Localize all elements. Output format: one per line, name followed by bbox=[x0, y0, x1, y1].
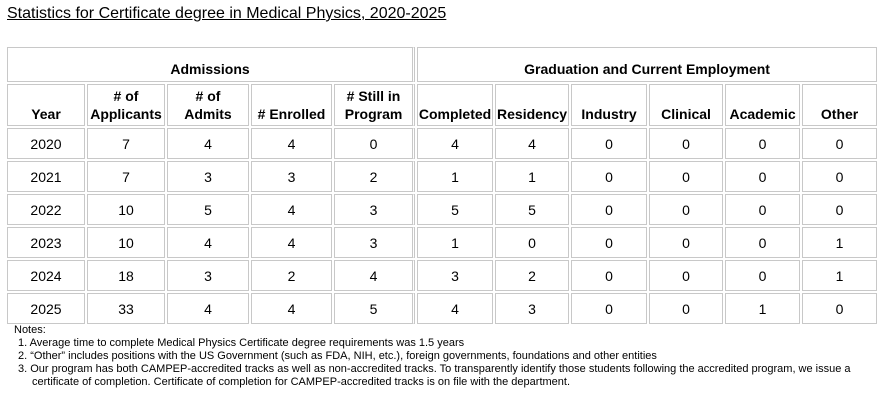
table-cell: 4 bbox=[251, 128, 332, 159]
table-cell: 1 bbox=[417, 161, 494, 192]
table-cell: 3 bbox=[417, 260, 494, 291]
table-cell: 2020 bbox=[7, 128, 85, 159]
table-cell: 5 bbox=[334, 293, 416, 324]
column-header: Completed bbox=[417, 84, 494, 126]
table-cell: 0 bbox=[649, 161, 724, 192]
table-head: Admissions Graduation and Current Employm… bbox=[7, 47, 878, 126]
table-cell: 0 bbox=[649, 260, 724, 291]
table-cell: 4 bbox=[495, 128, 570, 159]
table-cell: 2022 bbox=[7, 194, 85, 225]
table-cell: 3 bbox=[167, 260, 249, 291]
page-title: Statistics for Certificate degree in Med… bbox=[7, 5, 447, 22]
table-cell: 2024 bbox=[7, 260, 85, 291]
table-cell: 0 bbox=[649, 194, 724, 225]
table-cell: 0 bbox=[334, 128, 416, 159]
stats-table: Admissions Graduation and Current Employm… bbox=[5, 45, 879, 326]
table-cell: 3 bbox=[251, 161, 332, 192]
table-cell: 4 bbox=[251, 227, 332, 258]
table-cell: 0 bbox=[802, 194, 878, 225]
table-cell: 7 bbox=[87, 161, 165, 192]
notes-heading: Notes: bbox=[14, 324, 46, 336]
table-cell: 1 bbox=[802, 260, 878, 291]
table-cell: 0 bbox=[571, 128, 648, 159]
table-body: 2020 7 4 4 0 4 4 0 0 0 0 2021 7 3 3 2 1 1 0 0 0 0 2022 10 5 4 3 5 5 0… bbox=[7, 128, 878, 324]
column-header: Industry bbox=[571, 84, 648, 126]
table-cell: 3 bbox=[334, 194, 416, 225]
table-cell: 3 bbox=[334, 227, 416, 258]
table-row: 2022 10 5 4 3 5 5 0 0 0 0 bbox=[7, 194, 878, 225]
table-cell: 4 bbox=[417, 128, 494, 159]
table-cell: 4 bbox=[251, 293, 332, 324]
table-row: 2025 33 4 4 5 4 3 0 0 1 0 bbox=[7, 293, 878, 324]
column-header: # Enrolled bbox=[251, 84, 332, 126]
column-header: Clinical bbox=[649, 84, 724, 126]
table-cell: 5 bbox=[167, 194, 249, 225]
table-cell: 2023 bbox=[7, 227, 85, 258]
column-header: Other bbox=[802, 84, 878, 126]
table-cell: 0 bbox=[495, 227, 570, 258]
column-header-row: Year # of Applicants # of Admits # Enrolled… bbox=[7, 84, 878, 126]
table-cell: 0 bbox=[571, 260, 648, 291]
table-cell: 4 bbox=[167, 128, 249, 159]
group-header: Admissions bbox=[7, 47, 416, 82]
table-cell: 7 bbox=[87, 128, 165, 159]
table-row: 2023 10 4 4 3 1 0 0 0 0 1 bbox=[7, 227, 878, 258]
column-header: # of Admits bbox=[167, 84, 249, 126]
table-cell: 4 bbox=[167, 227, 249, 258]
table-cell: 0 bbox=[725, 161, 801, 192]
table-cell: 0 bbox=[649, 227, 724, 258]
table-cell: 3 bbox=[167, 161, 249, 192]
group-header: Graduation and Current Employment bbox=[417, 47, 878, 82]
table-cell: 4 bbox=[334, 260, 416, 291]
column-header: Year bbox=[7, 84, 85, 126]
table-cell: 1 bbox=[417, 227, 494, 258]
table-cell: 4 bbox=[251, 194, 332, 225]
table-cell: 33 bbox=[87, 293, 165, 324]
group-header-row: Admissions Graduation and Current Employm… bbox=[7, 47, 878, 82]
table-cell: 2025 bbox=[7, 293, 85, 324]
table-cell: 0 bbox=[571, 194, 648, 225]
table-cell: 1 bbox=[802, 227, 878, 258]
table-cell: 0 bbox=[725, 260, 801, 291]
table-cell: 5 bbox=[495, 194, 570, 225]
table-cell: 2021 bbox=[7, 161, 85, 192]
table-cell: 0 bbox=[571, 293, 648, 324]
table-cell: 5 bbox=[417, 194, 494, 225]
table-cell: 10 bbox=[87, 194, 165, 225]
table-cell: 10 bbox=[87, 227, 165, 258]
column-header: Residency bbox=[495, 84, 570, 126]
column-header: # of Applicants bbox=[87, 84, 165, 126]
table-cell: 4 bbox=[167, 293, 249, 324]
note-item: 3. Our program has both CAMPEP-accredite… bbox=[18, 363, 851, 388]
table-cell: 0 bbox=[725, 194, 801, 225]
note-item: 2. “Other” includes positions with the U… bbox=[18, 350, 657, 362]
note-item: 1. Average time to complete Medical Phys… bbox=[18, 337, 465, 349]
table-row: 2021 7 3 3 2 1 1 0 0 0 0 bbox=[7, 161, 878, 192]
notes: Notes: 1. Average time to complete Medic… bbox=[14, 324, 864, 389]
table-cell: 0 bbox=[571, 161, 648, 192]
table-cell: 2 bbox=[495, 260, 570, 291]
table-cell: 0 bbox=[802, 161, 878, 192]
table-cell: 0 bbox=[802, 293, 878, 324]
column-header: Academic bbox=[725, 84, 801, 126]
table-row: 2020 7 4 4 0 4 4 0 0 0 0 bbox=[7, 128, 878, 159]
table-row: 2024 18 3 2 4 3 2 0 0 0 1 bbox=[7, 260, 878, 291]
table-cell: 3 bbox=[495, 293, 570, 324]
table-cell: 1 bbox=[495, 161, 570, 192]
table-cell: 1 bbox=[725, 293, 801, 324]
table-cell: 0 bbox=[649, 128, 724, 159]
table-cell: 2 bbox=[251, 260, 332, 291]
column-header: # Still in Program bbox=[334, 84, 416, 126]
table-cell: 0 bbox=[649, 293, 724, 324]
table-cell: 18 bbox=[87, 260, 165, 291]
table-cell: 2 bbox=[334, 161, 416, 192]
table-cell: 0 bbox=[802, 128, 878, 159]
table-cell: 0 bbox=[571, 227, 648, 258]
table-cell: 0 bbox=[725, 227, 801, 258]
table-cell: 0 bbox=[725, 128, 801, 159]
table-cell: 4 bbox=[417, 293, 494, 324]
